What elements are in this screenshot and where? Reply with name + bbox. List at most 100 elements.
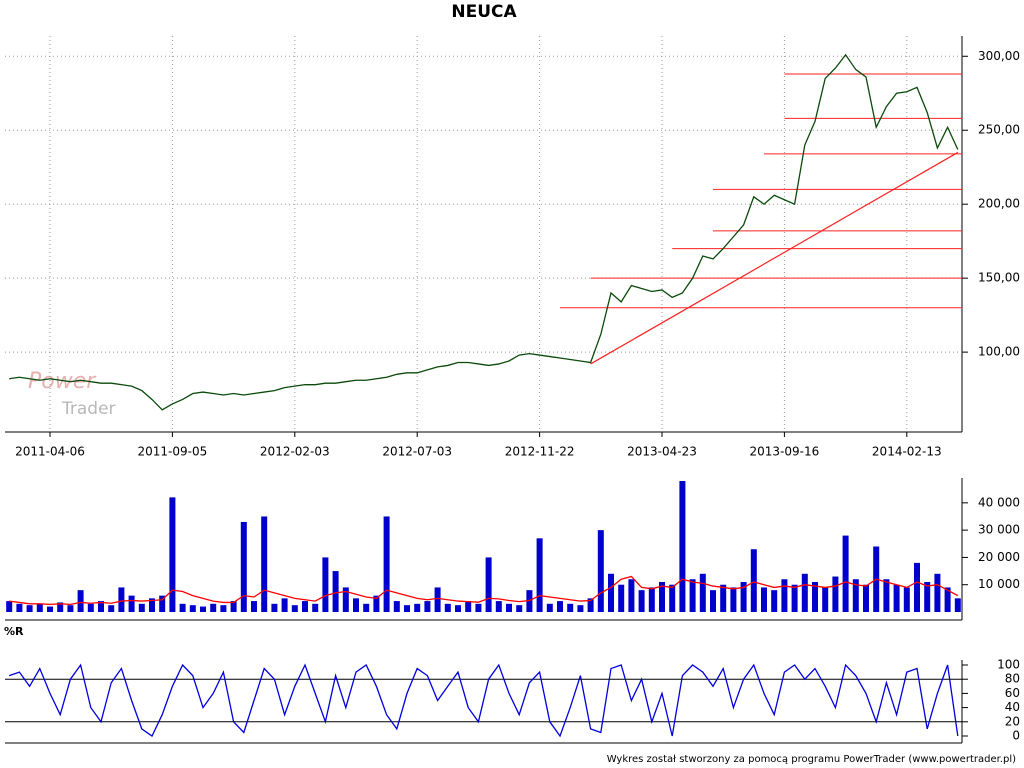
volume-bar xyxy=(648,587,655,612)
volume-bar xyxy=(291,605,298,612)
series-line xyxy=(9,53,959,411)
volume-bar xyxy=(240,521,247,612)
volume-bar xyxy=(638,590,645,612)
volume-bar xyxy=(914,562,920,612)
volume-bar xyxy=(883,579,890,612)
volume-bar xyxy=(536,538,543,612)
volume-bar xyxy=(138,603,145,612)
volume-bar xyxy=(332,571,339,612)
y-tick-label: 100 xyxy=(997,658,1020,672)
y-tick-label: 30 000 xyxy=(978,523,1020,537)
y-tick-label: 150,00 xyxy=(978,271,1020,285)
volume-bar xyxy=(47,606,53,612)
series-line xyxy=(8,663,959,738)
volume-bar xyxy=(842,535,849,612)
volume-bar xyxy=(179,603,186,612)
volume-bar xyxy=(679,481,686,612)
volume-bar xyxy=(189,605,196,612)
volume-bar xyxy=(128,595,135,612)
volume-bar xyxy=(740,581,747,612)
volume-bar xyxy=(169,497,176,612)
x-tick-label: 2012-02-03 xyxy=(260,445,330,459)
y-tick-label: 40 000 xyxy=(978,495,1020,509)
volume-bar xyxy=(230,601,237,612)
y-tick-label: 60 xyxy=(1005,686,1020,700)
volume-bar xyxy=(863,584,869,612)
panel-title: %R xyxy=(4,625,24,638)
volume-bar xyxy=(628,579,635,612)
y-tick-label: 0 xyxy=(1012,729,1020,743)
volume-bar xyxy=(342,587,349,612)
volume-bar xyxy=(557,601,563,612)
volume-bar xyxy=(200,606,206,612)
watermark: Trader xyxy=(61,399,116,419)
volume-bar xyxy=(832,576,839,612)
volume-bar xyxy=(710,590,716,612)
y-tick-label: 80 xyxy=(1005,672,1020,686)
x-tick-label: 2012-11-22 xyxy=(505,445,575,459)
x-tick-label: 2013-04-23 xyxy=(627,445,697,459)
y-tick-label: 40 xyxy=(1005,700,1020,714)
x-tick-label: 2014-02-13 xyxy=(872,445,942,459)
volume-bar xyxy=(761,587,767,612)
volume-bar xyxy=(455,605,461,612)
y-tick-label: 100,00 xyxy=(978,345,1020,359)
y-tick-label: 300,00 xyxy=(978,49,1020,63)
volume-bar xyxy=(6,601,13,612)
volume-bar xyxy=(689,579,696,612)
volume-bar xyxy=(618,584,625,612)
volume-bar xyxy=(720,584,727,612)
volume-bar xyxy=(669,584,676,612)
volume-bar xyxy=(444,603,451,612)
volume-bar xyxy=(210,603,217,612)
volume-bar xyxy=(149,598,155,612)
volume-bar xyxy=(506,603,512,612)
volume-bar xyxy=(730,587,737,612)
volume-bar xyxy=(281,598,288,612)
y-tick-label: 200,00 xyxy=(978,197,1020,211)
volume-bar xyxy=(159,595,166,612)
volume-bar xyxy=(434,587,441,612)
chart-title: NEUCA xyxy=(451,2,517,22)
x-tick-label: 2011-09-05 xyxy=(138,445,208,459)
volume-bar xyxy=(893,584,900,612)
volume-bar xyxy=(812,581,818,612)
volume-bar xyxy=(495,601,502,612)
volume-bar xyxy=(587,598,594,612)
volume-bar xyxy=(393,601,400,612)
volume-bar xyxy=(781,579,788,612)
y-tick-label: 20 000 xyxy=(978,550,1020,564)
volume-bar xyxy=(597,530,604,612)
volume-bar xyxy=(852,579,859,612)
volume-bar xyxy=(77,590,84,612)
volume-bar xyxy=(944,587,951,612)
volume-bar xyxy=(924,581,931,612)
x-tick-label: 2011-04-06 xyxy=(15,445,85,459)
y-tick-label: 10 000 xyxy=(978,577,1020,591)
volume-bar xyxy=(108,605,115,612)
volume-bar xyxy=(404,605,410,612)
volume-bar xyxy=(414,603,421,612)
y-tick-label: 20 xyxy=(1005,714,1020,728)
volume-bar xyxy=(322,557,329,612)
volume-bar xyxy=(271,603,278,612)
y-tick-label: 250,00 xyxy=(978,123,1020,137)
volume-bar xyxy=(485,557,492,612)
volume-bar xyxy=(934,573,941,612)
volume-bar xyxy=(954,598,961,612)
volume-bar xyxy=(424,601,431,612)
volume-bar xyxy=(353,598,359,612)
volume-bar xyxy=(567,603,574,612)
volume-bar xyxy=(302,601,308,612)
volume-bar xyxy=(26,605,33,612)
volume-bar xyxy=(608,573,614,612)
volume-bar xyxy=(771,590,778,612)
volume-bar xyxy=(57,602,64,612)
volume-bar xyxy=(220,605,227,612)
volume-bar xyxy=(383,516,390,612)
volume-bar xyxy=(363,603,370,612)
volume-bar xyxy=(373,595,380,612)
volume-bar xyxy=(261,516,268,612)
